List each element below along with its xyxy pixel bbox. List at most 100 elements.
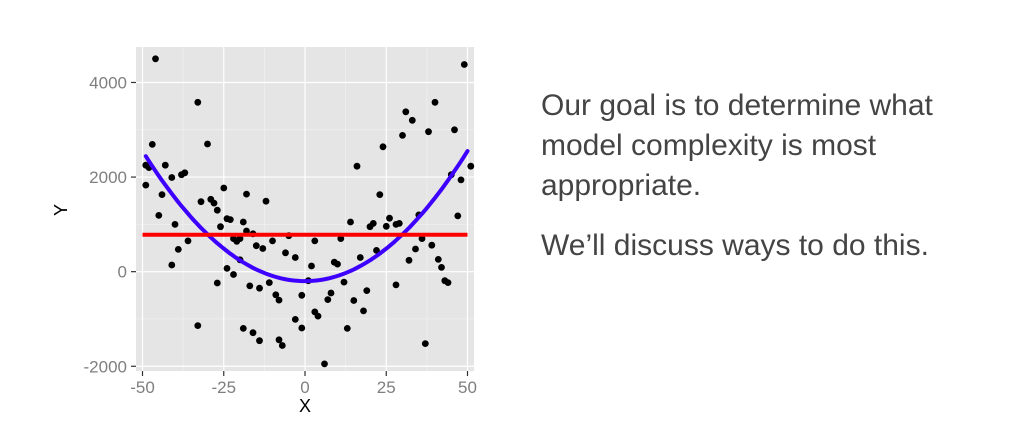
data-point <box>460 61 468 68</box>
data-point <box>252 242 260 250</box>
data-point <box>431 98 439 106</box>
x-axis-ticks: -50 -25 0 25 50 <box>130 371 477 397</box>
major-gridlines <box>136 47 474 371</box>
data-point <box>408 116 416 124</box>
data-point <box>259 245 267 252</box>
data-point <box>148 141 156 148</box>
data-point <box>243 227 250 235</box>
data-point <box>438 264 445 271</box>
data-point <box>236 235 244 243</box>
scatter-chart: -50 -25 0 25 50 -2000 0 2000 4000 X Y <box>51 47 477 416</box>
y-axis-ticks: -2000 0 2000 4000 <box>84 73 136 376</box>
data-point <box>382 222 390 230</box>
data-point <box>434 256 442 263</box>
data-point <box>350 297 358 304</box>
data-point <box>392 281 400 289</box>
data-point <box>298 324 306 332</box>
data-point <box>223 265 231 272</box>
data-point <box>457 176 465 184</box>
data-point <box>379 143 387 151</box>
data-point <box>405 256 413 264</box>
data-point <box>278 342 286 349</box>
data-point <box>454 212 462 220</box>
y-tick-label: 4000 <box>89 73 127 92</box>
data-point <box>275 336 283 344</box>
data-point <box>347 218 354 226</box>
data-point <box>161 161 169 169</box>
data-point <box>223 215 231 223</box>
data-point <box>402 108 410 116</box>
data-point <box>421 340 429 347</box>
data-point <box>168 261 176 269</box>
data-point <box>399 132 406 139</box>
data-point <box>155 212 163 219</box>
quadratic-fit-line <box>143 149 470 284</box>
data-point <box>256 337 263 345</box>
data-point <box>171 221 179 228</box>
data-point <box>282 249 289 257</box>
data-point <box>311 237 319 245</box>
data-point <box>275 296 283 304</box>
data-point <box>213 279 221 287</box>
data-point <box>243 190 250 198</box>
data-point <box>327 289 335 297</box>
y-axis-title: Y <box>51 204 71 216</box>
data-point <box>194 322 202 329</box>
data-point <box>230 271 237 278</box>
data-point <box>363 287 371 294</box>
data-point <box>256 284 263 292</box>
data-point <box>360 307 367 315</box>
data-point <box>334 260 341 268</box>
data-point <box>174 246 182 253</box>
data-point <box>444 279 452 286</box>
data-point <box>298 291 306 299</box>
data-point <box>376 191 384 199</box>
data-point <box>324 296 332 303</box>
data-point <box>428 241 436 249</box>
data-point <box>395 220 403 227</box>
data-point <box>451 126 458 134</box>
y-tick-label: -2000 <box>84 357 127 376</box>
x-axis-title: X <box>299 396 311 416</box>
data-point <box>291 254 299 261</box>
data-point <box>246 282 254 290</box>
data-point <box>142 161 150 169</box>
x-tick-label: -25 <box>211 378 236 397</box>
data-point <box>184 237 192 245</box>
caption-discussion: We’ll discuss ways to do this. <box>541 229 929 262</box>
y-tick-label: 2000 <box>89 168 127 187</box>
data-point <box>152 55 159 63</box>
data-point <box>373 247 380 254</box>
data-point <box>425 128 432 136</box>
data-point <box>207 195 215 203</box>
data-point <box>142 181 150 189</box>
data-point <box>418 235 426 243</box>
data-point <box>272 291 280 299</box>
data-point <box>269 237 276 245</box>
data-point <box>337 235 345 243</box>
y-tick-label: 0 <box>118 263 127 282</box>
data-point <box>249 329 257 337</box>
data-point <box>356 254 364 261</box>
data-point <box>239 325 247 332</box>
data-point <box>181 169 189 177</box>
data-point <box>340 278 348 286</box>
fit-lines <box>142 149 470 284</box>
x-tick-label: 25 <box>377 378 396 397</box>
data-point <box>353 162 361 170</box>
data-point <box>369 220 377 227</box>
data-point <box>168 174 176 181</box>
data-point <box>213 206 221 214</box>
data-point <box>467 162 475 170</box>
data-points <box>142 55 475 368</box>
caption: Our goal is to determine what model comp… <box>541 86 1011 286</box>
data-point <box>308 262 315 270</box>
data-point <box>343 325 351 332</box>
x-tick-label: 0 <box>300 378 309 397</box>
data-point <box>314 312 322 320</box>
data-point <box>386 214 393 222</box>
data-point <box>412 245 419 253</box>
data-point <box>217 223 224 231</box>
data-point <box>265 279 273 286</box>
data-point <box>239 218 247 226</box>
